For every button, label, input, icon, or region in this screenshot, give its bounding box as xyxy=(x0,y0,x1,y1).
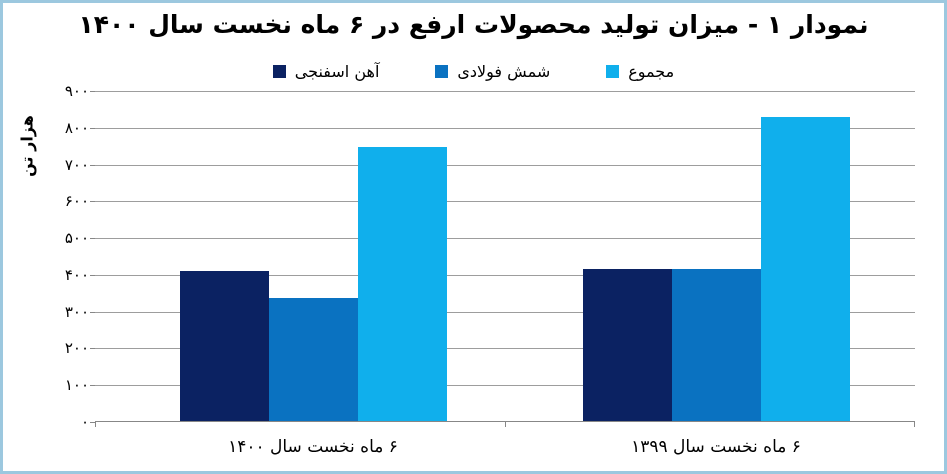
y-tick-label: ۶۰۰ xyxy=(64,192,89,210)
bar-series1-cat2 xyxy=(583,269,672,422)
legend-label-sponge-iron: آهن اسفنجی xyxy=(294,62,380,81)
bar-series2-cat2 xyxy=(672,269,761,422)
y-tick-label: ۴۰۰ xyxy=(64,266,89,284)
y-axis-tick-mark xyxy=(90,128,95,129)
gridline xyxy=(95,128,915,129)
y-tick-label: ۹۰۰ xyxy=(64,82,89,100)
legend-label-steel-ingot: شمش فولادی xyxy=(457,62,551,81)
y-tick-label: ۷۰۰ xyxy=(64,156,89,174)
y-tick-label: ۳۰۰ xyxy=(64,303,89,321)
y-axis-tick-mark xyxy=(90,238,95,239)
y-tick-label: ۸۰۰ xyxy=(64,119,89,137)
gridline xyxy=(95,348,915,349)
x-category-label: ۶ ماه نخست سال ۱۴۰۰ xyxy=(228,437,398,457)
y-axis-tick-mark xyxy=(90,385,95,386)
bar-series1-cat1 xyxy=(180,271,269,422)
x-axis-labels: ۶ ماه نخست سال ۱۴۰۰ ۶ ماه نخست سال ۱۳۹۹ xyxy=(95,437,915,463)
y-axis-tick-mark xyxy=(90,275,95,276)
x-axis-tick-mark xyxy=(914,422,915,427)
gridline xyxy=(95,165,915,166)
y-axis-tick-labels: ۹۰۰ ۸۰۰ ۷۰۰ ۶۰۰ ۵۰۰ ۴۰۰ ۳۰۰ ۲۰۰ ۱۰۰ ۰ xyxy=(3,82,89,431)
chart-title: نمودار ۱ - میزان تولید محصولات ارفع در ۶… xyxy=(78,10,869,39)
plot-area xyxy=(90,91,915,427)
legend-swatch-sponge-iron-icon xyxy=(272,65,286,78)
y-axis-tick-mark xyxy=(90,165,95,166)
x-axis-tick-mark xyxy=(95,422,96,427)
legend-item-sponge-iron: آهن اسفنجی xyxy=(272,62,380,81)
y-axis-tick-mark xyxy=(90,422,95,423)
bar-series3-cat2 xyxy=(761,117,850,422)
legend-swatch-steel-ingot-icon xyxy=(435,65,449,78)
legend-item-total: مجموع xyxy=(606,62,674,81)
gridline xyxy=(95,275,915,276)
y-axis-tick-mark xyxy=(90,348,95,349)
gridline xyxy=(95,312,915,313)
y-tick-label: ۲۰۰ xyxy=(64,339,89,357)
bar-series3-cat1 xyxy=(358,147,447,422)
x-axis-tick-mark xyxy=(505,422,506,427)
x-axis-line xyxy=(95,421,915,422)
y-tick-label: ۰ xyxy=(80,413,89,431)
gridline xyxy=(95,201,915,202)
x-category-label: ۶ ماه نخست سال ۱۳۹۹ xyxy=(631,437,801,457)
bar-series2-cat1 xyxy=(269,298,358,422)
y-tick-label: ۵۰۰ xyxy=(64,229,89,247)
y-tick-label: ۱۰۰ xyxy=(64,376,89,394)
legend-label-total: مجموع xyxy=(628,62,675,81)
legend: آهن اسفنجی شمش فولادی مجموع xyxy=(3,62,944,81)
gridline xyxy=(95,91,915,92)
legend-item-steel-ingot: شمش فولادی xyxy=(435,62,550,81)
y-axis-tick-mark xyxy=(90,312,95,313)
gridline xyxy=(95,238,915,239)
gridline xyxy=(95,385,915,386)
y-axis-tick-mark xyxy=(90,201,95,202)
y-axis-tick-mark xyxy=(90,91,95,92)
legend-swatch-total-icon xyxy=(606,65,620,78)
